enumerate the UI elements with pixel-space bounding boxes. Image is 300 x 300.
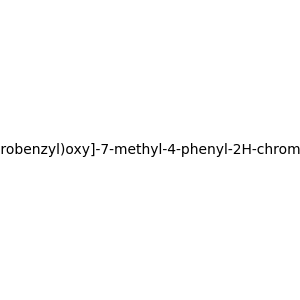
Text: 5-[(4-fluorobenzyl)oxy]-7-methyl-4-phenyl-2H-chromen-2-one: 5-[(4-fluorobenzyl)oxy]-7-methyl-4-pheny… bbox=[0, 143, 300, 157]
